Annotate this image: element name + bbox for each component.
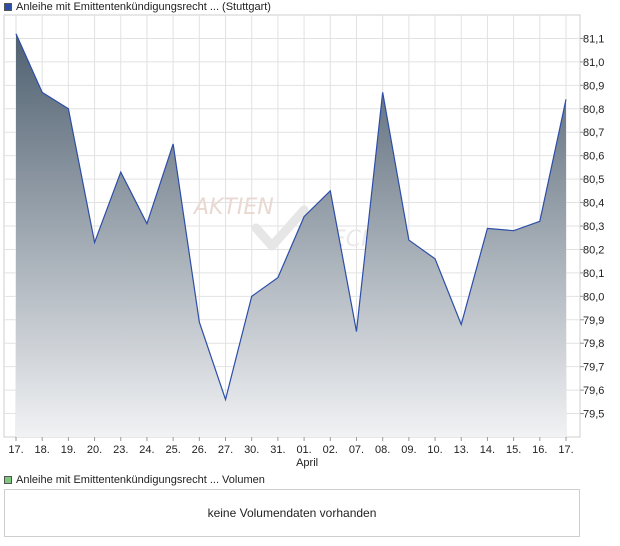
- x-tick-label: 09.: [401, 444, 416, 456]
- volume-legend-label: Anleihe mit Emittentenkündigungsrecht ..…: [16, 474, 265, 486]
- volume-panel: keine Volumendaten vorhanden: [4, 489, 580, 537]
- x-tick-label: 30.: [244, 444, 259, 456]
- x-tick-label: 01.: [296, 444, 311, 456]
- x-tick-label: 13.: [454, 444, 469, 456]
- price-line: [15, 33, 567, 402]
- x-tick-label: 02.: [323, 444, 338, 456]
- y-tick-label: 80,9: [583, 80, 604, 92]
- y-tick-label: 80,2: [583, 244, 604, 256]
- price-legend-label: Anleihe mit Emittentenkündigungsrecht ..…: [16, 1, 271, 13]
- x-tick-label: 10.: [427, 444, 442, 456]
- y-tick-label: 79,6: [583, 385, 604, 397]
- y-tick-label: 80,6: [583, 151, 604, 163]
- x-tick-label: 25.: [165, 444, 180, 456]
- x-tick-label: 31.: [270, 444, 285, 456]
- x-tick-label: 17.: [558, 444, 573, 456]
- volume-empty-message: keine Volumendaten vorhanden: [207, 506, 377, 520]
- y-tick-label: 79,5: [583, 409, 604, 421]
- x-tick-label: 18.: [35, 444, 50, 456]
- x-tick-label: 23.: [113, 444, 128, 456]
- x-tick-label: 27.: [218, 444, 233, 456]
- y-tick-label: 80,7: [583, 127, 604, 139]
- x-month-label: April: [296, 457, 318, 469]
- x-tick-label: 14.: [480, 444, 495, 456]
- watermark-word-1: AKTIEN: [192, 195, 274, 220]
- x-tick-label: 26.: [192, 444, 207, 456]
- x-tick-label: 15.: [506, 444, 521, 456]
- y-tick-label: 80,3: [583, 221, 604, 233]
- price-area: [16, 33, 566, 437]
- price-chart: AKTIEN CHECK 79,579,679,779,879,980,080,…: [3, 14, 604, 469]
- watermark-check-icon: [251, 205, 309, 251]
- y-tick-label: 79,9: [583, 315, 604, 327]
- x-tick-label: 17.: [8, 444, 23, 456]
- x-tick-label: 16.: [532, 444, 547, 456]
- y-tick-label: 80,8: [583, 104, 604, 116]
- x-tick-label: 07.: [349, 444, 364, 456]
- y-tick-label: 80,1: [583, 268, 604, 280]
- x-tick-label: 19.: [61, 444, 76, 456]
- y-tick-label: 80,4: [583, 198, 604, 210]
- x-tick-label: 20.: [87, 444, 102, 456]
- y-tick-label: 79,8: [583, 338, 604, 350]
- x-tick-label: 24.: [139, 444, 154, 456]
- price-legend: Anleihe mit Emittentenkündigungsrecht ..…: [4, 0, 271, 14]
- y-axis: 79,5 79,6 79,7 79,8 79,9 80,0 80,1 80,2 80,3 80,4…: [580, 33, 604, 421]
- y-tick-label: 80,0: [583, 291, 604, 303]
- y-tick-label: 79,7: [583, 362, 604, 374]
- y-tick-label: 81,1: [583, 33, 604, 45]
- x-axis: 17. 18. 19. 20. 23. 24. 25. 26. 27. 30. 31. 01. 02. 0…: [8, 437, 574, 469]
- volume-legend-swatch: [4, 476, 12, 484]
- y-tick-label: 80,5: [583, 174, 604, 186]
- price-legend-swatch: [4, 3, 12, 11]
- volume-legend: Anleihe mit Emittentenkündigungsrecht ..…: [4, 473, 265, 487]
- y-tick-label: 81,0: [583, 57, 604, 69]
- x-tick-label: 08.: [375, 444, 390, 456]
